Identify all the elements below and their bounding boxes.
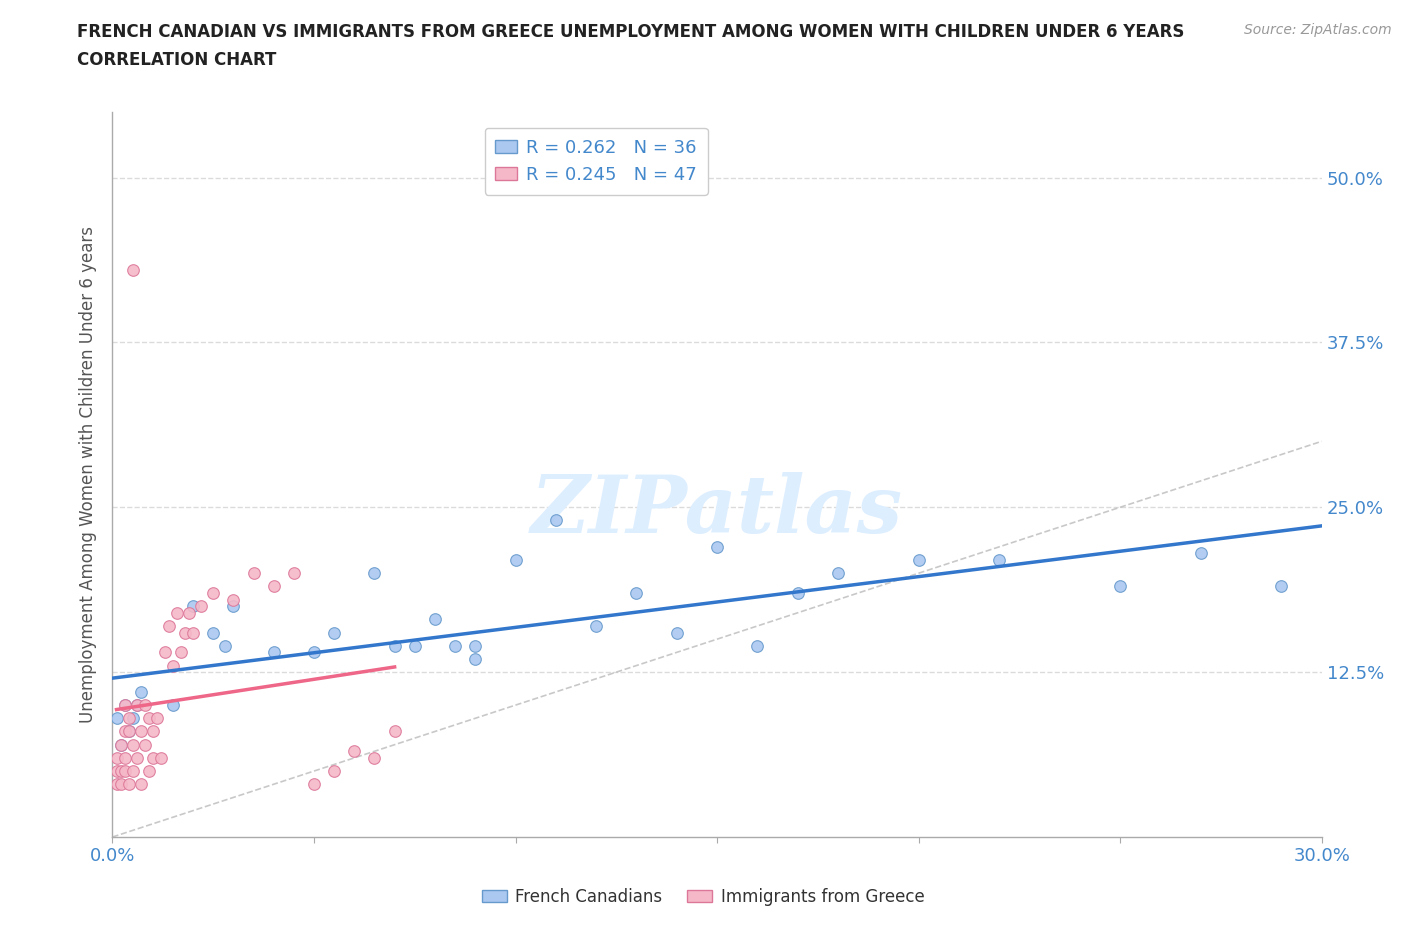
Point <box>129 777 152 791</box>
Point <box>363 565 385 580</box>
Point <box>263 579 285 594</box>
Point <box>110 737 132 752</box>
Point <box>129 684 152 699</box>
Point <box>105 777 128 791</box>
Point <box>363 751 385 765</box>
Text: Source: ZipAtlas.com: Source: ZipAtlas.com <box>1244 23 1392 37</box>
Point <box>117 777 139 791</box>
Point <box>786 586 808 601</box>
Point <box>988 552 1011 567</box>
Y-axis label: Unemployment Among Women with Children Under 6 years: Unemployment Among Women with Children U… <box>79 226 97 723</box>
Point <box>174 625 197 640</box>
Point <box>121 737 143 752</box>
Point <box>202 586 225 601</box>
Point <box>444 638 467 653</box>
Point <box>190 599 212 614</box>
Point <box>384 638 406 653</box>
Point <box>222 592 245 607</box>
Point <box>706 539 728 554</box>
Point <box>114 751 136 765</box>
Point <box>747 638 769 653</box>
Point <box>138 764 160 778</box>
Text: FRENCH CANADIAN VS IMMIGRANTS FROM GREECE UNEMPLOYMENT AMONG WOMEN WITH CHILDREN: FRENCH CANADIAN VS IMMIGRANTS FROM GREEC… <box>77 23 1185 41</box>
Point <box>202 625 225 640</box>
Point <box>323 625 346 640</box>
Point <box>114 698 136 712</box>
Point <box>114 698 136 712</box>
Text: CORRELATION CHART: CORRELATION CHART <box>77 51 277 69</box>
Point <box>181 599 204 614</box>
Point <box>181 625 204 640</box>
Point <box>323 764 346 778</box>
Point <box>1270 579 1292 594</box>
Point <box>222 599 245 614</box>
Point <box>110 764 132 778</box>
Point <box>464 638 486 653</box>
Point <box>105 764 128 778</box>
Point <box>117 724 139 739</box>
Point <box>827 565 849 580</box>
Point <box>121 711 143 725</box>
Point <box>125 698 148 712</box>
Point <box>242 565 264 580</box>
Point <box>423 612 446 627</box>
Point <box>117 711 139 725</box>
Text: ZIPatlas: ZIPatlas <box>531 472 903 550</box>
Point <box>110 777 132 791</box>
Point <box>343 744 366 759</box>
Point <box>125 698 148 712</box>
Point <box>1189 546 1212 561</box>
Point <box>121 764 143 778</box>
Point <box>114 724 136 739</box>
Point <box>149 751 172 765</box>
Point <box>585 618 607 633</box>
Point <box>105 711 128 725</box>
Point <box>157 618 180 633</box>
Point <box>626 586 648 601</box>
Point <box>125 751 148 765</box>
Legend: R = 0.262   N = 36, R = 0.245   N = 47: R = 0.262 N = 36, R = 0.245 N = 47 <box>485 128 707 194</box>
Legend: French Canadians, Immigrants from Greece: French Canadians, Immigrants from Greece <box>475 881 931 912</box>
Point <box>544 513 567 528</box>
Point <box>384 724 406 739</box>
Point <box>1109 579 1132 594</box>
Point <box>138 711 160 725</box>
Point <box>146 711 169 725</box>
Point <box>464 652 486 667</box>
Point <box>505 552 527 567</box>
Point <box>134 737 156 752</box>
Point <box>214 638 236 653</box>
Point <box>142 751 165 765</box>
Point <box>162 658 184 673</box>
Point <box>283 565 305 580</box>
Point <box>302 644 325 659</box>
Point <box>162 698 184 712</box>
Point <box>170 644 193 659</box>
Point <box>907 552 929 567</box>
Point <box>129 724 152 739</box>
Point <box>117 724 139 739</box>
Point <box>142 724 165 739</box>
Point <box>121 262 143 277</box>
Point <box>114 764 136 778</box>
Point <box>177 605 200 620</box>
Point <box>105 751 128 765</box>
Point <box>153 644 176 659</box>
Point <box>110 737 132 752</box>
Point <box>166 605 188 620</box>
Point <box>665 625 688 640</box>
Point <box>263 644 285 659</box>
Point <box>404 638 426 653</box>
Point <box>302 777 325 791</box>
Point <box>134 698 156 712</box>
